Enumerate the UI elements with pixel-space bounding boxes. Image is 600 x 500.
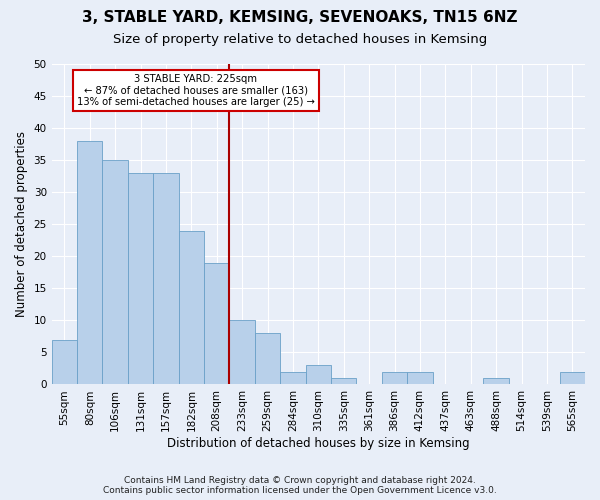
Bar [484, 378, 509, 384]
Bar [407, 372, 433, 384]
Text: 3 STABLE YARD: 225sqm
← 87% of detached houses are smaller (163)
13% of semi-det: 3 STABLE YARD: 225sqm ← 87% of detached … [77, 74, 314, 107]
X-axis label: Distribution of detached houses by size in Kemsing: Distribution of detached houses by size … [167, 437, 470, 450]
Bar [204, 262, 229, 384]
Bar [280, 372, 305, 384]
Bar [103, 160, 128, 384]
Text: Size of property relative to detached houses in Kemsing: Size of property relative to detached ho… [113, 32, 487, 46]
Y-axis label: Number of detached properties: Number of detached properties [15, 131, 28, 317]
Bar [382, 372, 407, 384]
Text: 3, STABLE YARD, KEMSING, SEVENOAKS, TN15 6NZ: 3, STABLE YARD, KEMSING, SEVENOAKS, TN15… [82, 10, 518, 25]
Bar [255, 333, 280, 384]
Bar [128, 173, 153, 384]
Bar [179, 230, 204, 384]
Bar [77, 141, 103, 384]
Text: Contains HM Land Registry data © Crown copyright and database right 2024.
Contai: Contains HM Land Registry data © Crown c… [103, 476, 497, 495]
Bar [331, 378, 356, 384]
Bar [153, 173, 179, 384]
Bar [560, 372, 585, 384]
Bar [305, 365, 331, 384]
Bar [229, 320, 255, 384]
Bar [52, 340, 77, 384]
